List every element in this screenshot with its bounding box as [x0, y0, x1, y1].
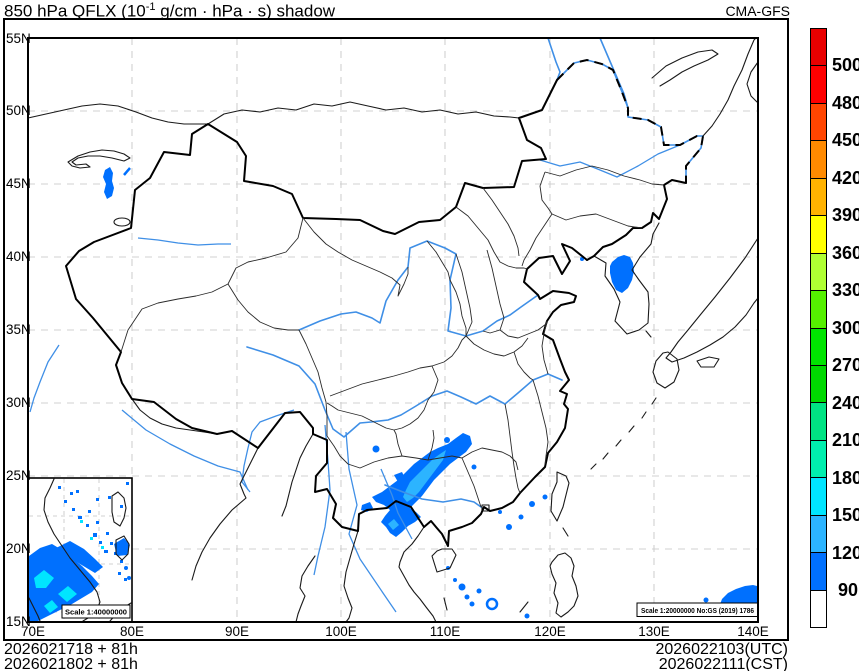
province-borders: [120, 165, 665, 508]
lat-label: 50N: [6, 103, 31, 118]
colorbar-label: 390: [832, 205, 859, 225]
valid-time-utc: 2026022103(UTC): [655, 641, 788, 658]
foreign-boundaries: [27, 37, 759, 623]
colorbar-label: 270: [832, 355, 859, 375]
init-time-cst: 2026021802 + 81h: [4, 656, 138, 671]
lat-label: 45N: [6, 176, 31, 191]
colorbar-label: 120: [832, 543, 859, 563]
lon-label: 80E: [119, 624, 145, 639]
lon-label: 110E: [429, 624, 461, 639]
colorbar-label: 330: [832, 280, 859, 300]
init-time-utc: 2026021718 + 81h: [4, 641, 138, 658]
lat-label: 25N: [6, 468, 31, 483]
colorbar-segment: [811, 252, 826, 291]
title-superscript: -1: [145, 1, 156, 13]
map-canvas: Scale 1:40000000 Scale 1:20000000 No:GS …: [3, 18, 789, 641]
colorbar-segment: [811, 589, 826, 627]
lon-label: 90E: [224, 624, 250, 639]
main-scale-note: Scale 1:20000000 No:GS (2019) 1786: [641, 606, 754, 615]
model-label: CMA-GFS: [725, 3, 790, 19]
lat-label: 35N: [6, 322, 31, 337]
colorbar-label: 150: [832, 505, 859, 525]
colorbar-label: 360: [832, 243, 859, 263]
valid-time-cst: 2026022111(CST): [658, 656, 788, 671]
lat-label: 40N: [6, 249, 31, 264]
colorbar-label: 240: [832, 393, 859, 413]
colorbar-segment: [811, 177, 826, 216]
colorbar-segment: [811, 514, 826, 553]
colorbar-segment: [811, 552, 826, 590]
qflx-shading: [103, 167, 757, 619]
title-prefix: 850 hPa QFLX (10: [4, 1, 146, 21]
colorbar-label: 300: [832, 318, 859, 338]
colorbar-segment: [811, 439, 826, 478]
colorbar-segment: [811, 327, 826, 365]
page-title: 850 hPa QFLX (10-1 g/cm · hPa · s) shado…: [4, 1, 335, 22]
inset-map: Scale 1:40000000: [27, 477, 133, 623]
lat-label: 15N: [6, 614, 31, 629]
map-frame: [27, 37, 759, 623]
colorbar-segment: [811, 65, 826, 103]
lat-label: 55N: [6, 31, 31, 46]
colorbar-label: 450: [832, 130, 859, 150]
lon-label: 130E: [638, 624, 670, 639]
graticule: [28, 38, 758, 622]
outer-frame: [3, 18, 789, 641]
colorbar-segment: [811, 290, 826, 328]
colorbar: [810, 28, 827, 628]
china-border: [65, 58, 705, 547]
colorbar-label: 480: [832, 93, 859, 113]
colorbar-label: 180: [832, 468, 859, 488]
colorbar-segment: [811, 140, 826, 178]
colorbar-segment: [811, 29, 826, 66]
main-scale: Scale 1:20000000 No:GS (2019) 1786: [636, 602, 759, 617]
title-suffix: g/cm · hPa · s) shadow: [155, 1, 336, 21]
lon-label: 140E: [737, 624, 769, 639]
lon-label: 70E: [20, 624, 46, 639]
colorbar-segment: [811, 102, 826, 141]
colorbar-segment: [811, 364, 826, 403]
inset-scale-note: Scale 1:40000000: [65, 610, 127, 617]
lon-label: 100E: [325, 624, 357, 639]
lat-label: 20N: [6, 541, 31, 556]
colorbar-label: 420: [832, 168, 859, 188]
lat-label: 30N: [6, 395, 31, 410]
inset-scale-box: [61, 604, 131, 619]
colorbar-segment: [811, 477, 826, 515]
colorbar-segment: [811, 402, 826, 440]
colorbar-segment: [811, 215, 826, 253]
colorbar-label: 500: [832, 55, 859, 75]
colorbar-label: 90: [838, 580, 859, 600]
colorbar-label: 210: [832, 430, 859, 450]
lon-label: 120E: [534, 624, 566, 639]
